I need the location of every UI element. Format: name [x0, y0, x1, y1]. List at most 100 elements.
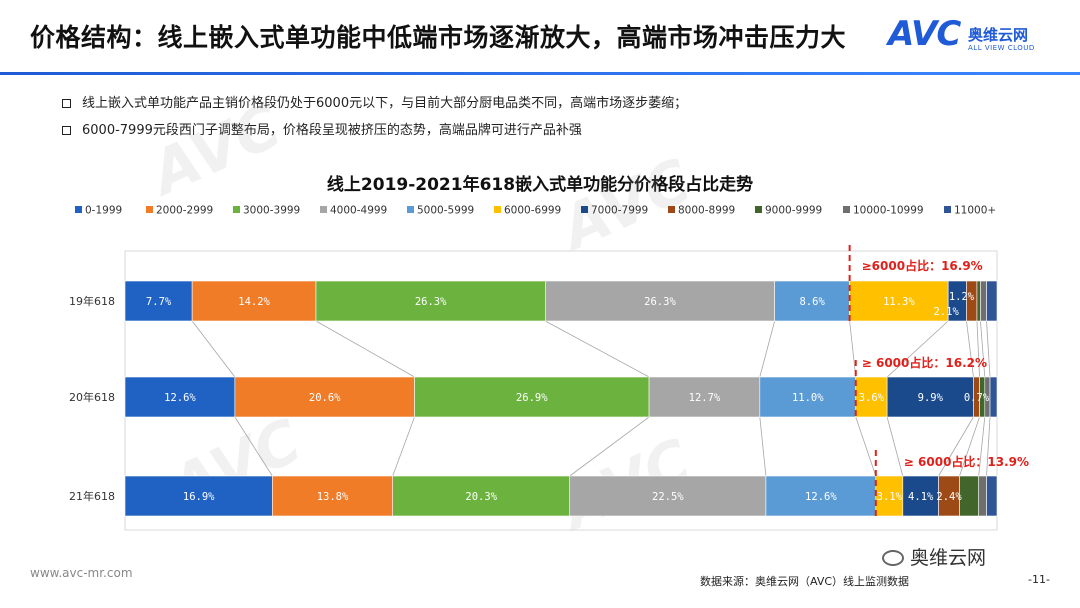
data-label: 9.9% — [918, 392, 944, 404]
legend-label: 0-1999 — [85, 205, 122, 217]
series-connector-line — [392, 416, 415, 477]
square-bullet-icon — [62, 126, 71, 135]
legend-label: 7000-7999 — [591, 205, 648, 217]
bar-segment — [569, 475, 767, 517]
data-label: 16.9% — [183, 491, 215, 503]
data-label: 7.7% — [146, 296, 172, 308]
bar-segment — [272, 475, 394, 517]
chart-title: 线上2019-2021年618嵌入式单功能分价格段占比走势 — [326, 175, 754, 195]
bar-segment — [414, 376, 650, 418]
bar-segment — [765, 475, 877, 517]
footer-website: www.avc-mr.com — [30, 566, 133, 580]
data-label: 13.8% — [317, 491, 349, 503]
legend-swatch — [668, 206, 675, 213]
series-connector-line — [545, 320, 650, 378]
data-label: 0.7% — [964, 392, 990, 404]
series-connector-line — [886, 416, 904, 477]
bullet-text: 6000-7999元段西门子调整布局，价格段呈现被挤压的态势，高端品牌可进行产品… — [82, 123, 582, 138]
data-label: 2.1% — [934, 306, 960, 318]
legend-swatch — [494, 206, 501, 213]
logo-mark: AVC — [888, 14, 961, 54]
bar-segment — [234, 376, 415, 418]
series-connector-line — [759, 416, 767, 477]
legend-label: 2000-2999 — [156, 205, 213, 217]
series-connector-line — [986, 416, 991, 477]
wechat-badge: 奥维云网 — [882, 543, 986, 570]
wechat-name: 奥维云网 — [910, 547, 987, 569]
series-connector-line — [849, 320, 857, 378]
series-connector-line — [191, 320, 236, 378]
bar-segment — [986, 280, 998, 322]
series-connector-line — [976, 320, 980, 378]
category-label: 20年618 — [69, 390, 115, 404]
bar-segment — [980, 280, 987, 322]
logo-en-text: ALL VIEW CLOUD — [968, 44, 1035, 52]
legend-label: 9000-9999 — [765, 205, 822, 217]
legend-label: 3000-3999 — [243, 205, 300, 217]
legend-swatch — [581, 206, 588, 213]
legend-swatch — [146, 206, 153, 213]
data-label: 3.1% — [877, 491, 903, 503]
legend-label: 5000-5999 — [417, 205, 474, 217]
data-label: 12.6% — [805, 491, 837, 503]
bar-segment — [191, 280, 317, 322]
series-connector-line — [569, 416, 650, 477]
title-rule — [0, 72, 1080, 75]
avc-logo: AVC 奥维云网 ALL VIEW CLOUD — [888, 10, 1068, 66]
legend-label: 11000+ — [954, 205, 996, 217]
bar-segment — [959, 475, 979, 517]
data-label: 11.3% — [883, 296, 915, 308]
series-connector-line — [966, 320, 974, 378]
data-label: 26.9% — [516, 392, 548, 404]
series-connector-line — [315, 320, 415, 378]
series-connector-line — [978, 416, 986, 477]
bar-segment — [978, 475, 987, 517]
page-title: 价格结构：线上嵌入式单功能中低端市场逐渐放大，高端市场冲击压力大 — [30, 23, 847, 52]
logo-cn-text: 奥维云网 — [968, 26, 1029, 44]
legend-swatch — [75, 206, 82, 213]
data-label: 3.6% — [859, 392, 885, 404]
bar-segment — [989, 376, 998, 418]
bar-segment — [124, 280, 193, 322]
series-connector-line — [234, 416, 273, 477]
data-label: 11.0% — [792, 392, 824, 404]
threshold-annotation: ≥ 6000占比：13.9% — [904, 454, 1029, 469]
bar-segment — [855, 376, 888, 418]
data-label: 4.1% — [908, 491, 934, 503]
bar-segment — [124, 475, 273, 517]
data-label: 12.6% — [164, 392, 196, 404]
legend-swatch — [843, 206, 850, 213]
legend-swatch — [407, 206, 414, 213]
data-label: 26.3% — [644, 296, 676, 308]
legend-label: 8000-8999 — [678, 205, 735, 217]
bar-segment — [886, 376, 974, 418]
bullet-item: 6000-7999元段西门子调整布局，价格段呈现被挤压的态势，高端品牌可进行产品… — [62, 122, 687, 149]
legend-swatch — [755, 206, 762, 213]
bar-segment — [774, 280, 850, 322]
legend-label: 6000-6999 — [504, 205, 561, 217]
series-connector-line — [855, 416, 877, 477]
bar-segment — [902, 475, 939, 517]
bar-segment — [545, 280, 775, 322]
legend-label: 4000-4999 — [330, 205, 387, 217]
bar-segment — [759, 376, 857, 418]
data-label: 20.3% — [465, 491, 497, 503]
data-label: 12.7% — [689, 392, 721, 404]
data-label: 20.6% — [309, 392, 341, 404]
square-bullet-icon — [62, 99, 71, 108]
stacked-bar-chart: 0-1999 2000-2999 3000-3999 4000-4999 5000-59… — [69, 205, 1029, 531]
series-connector-line — [759, 320, 776, 378]
wechat-icon — [882, 550, 904, 566]
series-connector-line — [986, 320, 991, 378]
bullet-list: 线上嵌入式单功能产品主销价格段仍处于6000元以下，与目前大部分厨电品类不同，高… — [62, 95, 687, 149]
data-label: 22.5% — [652, 491, 684, 503]
data-label: 1.2% — [949, 291, 975, 303]
bar-segment — [315, 280, 546, 322]
bullet-item: 线上嵌入式单功能产品主销价格段仍处于6000元以下，与目前大部分厨电品类不同，高… — [62, 95, 687, 122]
legend-label: 10000-10999 — [853, 205, 924, 217]
legend-swatch — [944, 206, 951, 213]
data-source: 数据来源：奥维云网（AVC）线上监测数据 — [700, 575, 910, 588]
bar-segment — [976, 280, 981, 322]
legend-swatch — [233, 206, 240, 213]
legend-swatch — [320, 206, 327, 213]
